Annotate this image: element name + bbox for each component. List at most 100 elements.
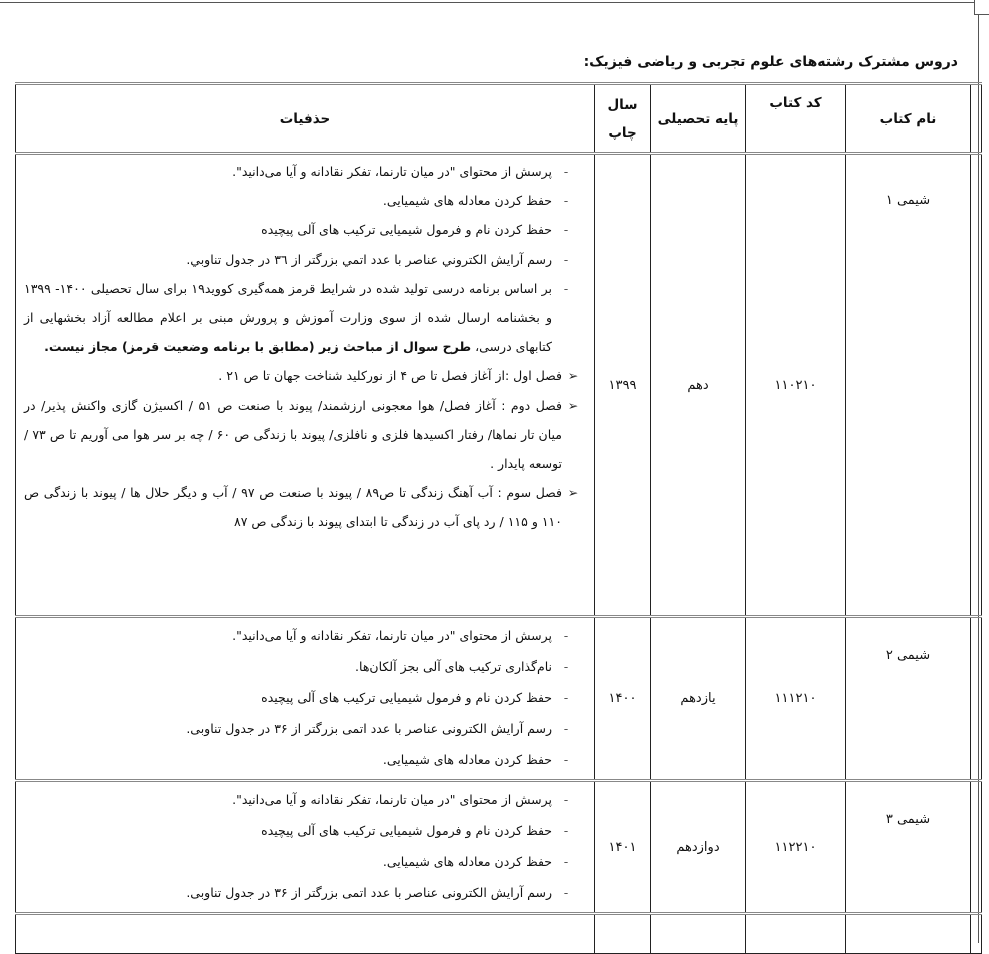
list-item: ➢ فصل دوم : آغاز فصل/ هوا معجونی ارزشمند/… bbox=[24, 391, 580, 479]
dash-bullet-icon: - bbox=[563, 193, 569, 209]
item-text: نام‌گذاری ترکیب های آلی بجز آلکان‌ها. bbox=[355, 659, 552, 674]
item-text: حفظ کردن نام و فرمول شیمیایی ترکیب های آ… bbox=[261, 222, 552, 238]
item-text: حفظ کردن معادله های شیمیایی. bbox=[382, 752, 552, 767]
table-row: شیمی ۳ ۱۱۲۲۱۰ دوازدهم ۱۴۰۱- پرسش از محتوای "… bbox=[15, 780, 982, 914]
dash-bullet-icon: - bbox=[563, 628, 569, 643]
book-code-cell: ۱۱۱۲۱۰ bbox=[745, 616, 846, 781]
dash-bullet-icon: - bbox=[563, 251, 569, 267]
empty-cell bbox=[970, 913, 982, 954]
item-text: بر اساس برنامه درسی تولید شده در شرایط ق… bbox=[24, 280, 553, 355]
item-text: حفظ کردن نام و فرمول شیمیایی ترکیب های آ… bbox=[261, 823, 552, 838]
item-text: حفظ کردن معادله های شیمیایی. bbox=[382, 854, 552, 869]
item-text: پرسش از محتوای "در میان تارنما، تفکر نقا… bbox=[232, 628, 552, 643]
dash-bullet-icon: - bbox=[563, 854, 569, 869]
header-deletions: حذفیات bbox=[15, 83, 595, 154]
item-text: فصل دوم : آغاز فصل/ هوا معجونی ارزشمند/ … bbox=[24, 397, 562, 472]
item-text: فصل سوم : آب آهنگ زندگی تا ص۸۹ / پیوند ب… bbox=[24, 485, 562, 530]
list-item: - نام‌گذاری ترکیب های آلی بجز آلکان‌ها. bbox=[24, 651, 580, 682]
list-item: - بر اساس برنامه درسی تولید شده در شرایط … bbox=[24, 274, 580, 362]
list-item: - پرسش از محتوای "در میان تارنما، تفکر نق… bbox=[24, 620, 580, 651]
dash-bullet-icon: - bbox=[563, 885, 569, 900]
list-item: - رسم آرایش الکتروني عناصر با عدد اتمي بز… bbox=[24, 245, 580, 274]
dash-bullet-icon: - bbox=[563, 164, 569, 179]
header-row: نام کتاب کد کتاب پایه تحصیلی سال چاپ حذف… bbox=[15, 83, 982, 154]
item-text-wrap: فصل سوم : آب آهنگ زندگی تا ص۸۹ / پیوند ب… bbox=[24, 478, 562, 536]
item-text-wrap: حفظ کردن نام و فرمول شیمیایی ترکیب های آ… bbox=[24, 815, 552, 846]
list-item: ➢ فصل سوم : آب آهنگ زندگی تا ص۸۹ / پیوند … bbox=[24, 478, 580, 536]
item-text: حفظ کردن معادله های شیمیایی. bbox=[382, 193, 552, 209]
print-year-cell: ۱۳۹۹ bbox=[594, 153, 651, 617]
item-text-wrap: نام‌گذاری ترکیب های آلی بجز آلکان‌ها. bbox=[24, 651, 552, 682]
item-bold-text: طرح سوال از مباحث زیر (مطابق با برنامه و… bbox=[44, 339, 472, 355]
grade-cell: دهم bbox=[650, 153, 746, 617]
table-row: شیمی ۱ ۱۱۰۲۱۰ دهم ۱۳۹۹- پرسش از محتوای "در م… bbox=[15, 153, 982, 617]
list-item: - حفظ کردن نام و فرمول شیمیایی ترکیب های … bbox=[24, 682, 580, 713]
dash-bullet-icon: - bbox=[563, 823, 569, 838]
dash-bullet-icon: - bbox=[563, 690, 569, 705]
list-item: - حفظ کردن معادله های شیمیایی. bbox=[24, 186, 580, 215]
header-print-year: سال چاپ bbox=[594, 83, 651, 154]
list-item: - حفظ کردن نام و فرمول شیمیایی ترکیب های … bbox=[24, 815, 580, 846]
grade-cell: دوازدهم bbox=[650, 780, 746, 914]
item-text-wrap: حفظ کردن نام و فرمول شیمیایی ترکیب های آ… bbox=[24, 682, 552, 713]
arrow-bullet-icon: ➢ bbox=[567, 368, 579, 384]
page-fold-corner bbox=[974, 0, 989, 15]
list-item: - حفظ کردن نام و فرمول شیمیایی ترکیب های … bbox=[24, 215, 580, 244]
item-text-wrap: حفظ کردن معادله های شیمیایی. bbox=[24, 186, 552, 215]
empty-cell bbox=[650, 913, 746, 954]
dash-bullet-icon: - bbox=[563, 280, 569, 296]
arrow-bullet-icon: ➢ bbox=[567, 397, 579, 413]
book-name-cell: شیمی ۳ bbox=[845, 780, 971, 914]
list-item: - پرسش از محتوای "در میان تارنما، تفکر نق… bbox=[24, 157, 580, 186]
margin-cell bbox=[970, 153, 982, 617]
item-text: رسم آرایش الکتروني عناصر با عدد اتمي بزر… bbox=[186, 251, 552, 267]
list-item: ➢ فصل اول :از آغاز فصل تا ص ۴ از نورکلید … bbox=[24, 361, 580, 390]
empty-cell bbox=[15, 913, 595, 954]
table-row-partial bbox=[15, 913, 982, 954]
item-text-wrap: حفظ کردن معادله های شیمیایی. bbox=[24, 846, 552, 877]
list-item: - پرسش از محتوای "در میان تارنما، تفکر نق… bbox=[24, 784, 580, 815]
item-text: فصل اول :از آغاز فصل تا ص ۴ از نورکلید ش… bbox=[218, 368, 562, 384]
grade-cell: یازدهم bbox=[650, 616, 746, 781]
empty-cell bbox=[594, 913, 651, 954]
arrow-bullet-icon: ➢ bbox=[567, 485, 579, 501]
deletions-table: نام کتاب کد کتاب پایه تحصیلی سال چاپ حذف… bbox=[15, 82, 982, 954]
item-text-wrap: فصل دوم : آغاز فصل/ هوا معجونی ارزشمند/ … bbox=[24, 391, 562, 479]
dash-bullet-icon: - bbox=[563, 659, 569, 674]
item-text: پرسش از محتوای "در میان تارنما، تفکر نقا… bbox=[232, 792, 552, 807]
empty-cell bbox=[845, 913, 971, 954]
dash-bullet-icon: - bbox=[563, 752, 569, 767]
deletions-cell: - پرسش از محتوای "در میان تارنما، تفکر نق… bbox=[15, 780, 595, 914]
table-row: شیمی ۲ ۱۱۱۲۱۰ یازدهم ۱۴۰۰- پرسش از محتوای "د… bbox=[15, 616, 982, 781]
book-name-cell: شیمی ۱ bbox=[845, 153, 971, 617]
dash-bullet-icon: - bbox=[563, 222, 569, 238]
item-text-wrap: پرسش از محتوای "در میان تارنما، تفکر نقا… bbox=[24, 620, 552, 651]
item-text: رسم آرایش الکترونی عناصر با عدد اتمی بزر… bbox=[186, 721, 552, 736]
list-item: - رسم آرایش الکترونی عناصر با عدد اتمی بز… bbox=[24, 713, 580, 744]
item-text-wrap: حفظ کردن نام و فرمول شیمیایی ترکیب های آ… bbox=[24, 215, 552, 244]
item-text: پرسش از محتوای "در میان تارنما، تفکر نقا… bbox=[232, 164, 552, 179]
header-book-code: کد کتاب bbox=[745, 83, 846, 154]
margin-cell bbox=[970, 616, 982, 781]
item-text: حفظ کردن نام و فرمول شیمیایی ترکیب های آ… bbox=[261, 690, 552, 705]
item-text-wrap: رسم آرایش الکتروني عناصر با عدد اتمي بزر… bbox=[24, 245, 552, 274]
list-item: - حفظ کردن معادله های شیمیایی. bbox=[24, 744, 580, 775]
empty-cell bbox=[745, 913, 846, 954]
item-text-wrap: پرسش از محتوای "در میان تارنما، تفکر نقا… bbox=[24, 784, 552, 815]
header-book-name: نام کتاب bbox=[845, 83, 971, 154]
deletions-cell: - پرسش از محتوای "در میان تارنما، تفکر نق… bbox=[15, 616, 595, 781]
item-text-wrap: رسم آرایش الکترونی عناصر با عدد اتمی بزر… bbox=[24, 877, 552, 908]
margin-cell bbox=[970, 83, 982, 154]
deletions-cell: - پرسش از محتوای "در میان تارنما، تفکر نق… bbox=[15, 153, 595, 617]
item-text-wrap: پرسش از محتوای "در میان تارنما، تفکر نقا… bbox=[24, 157, 552, 186]
dash-bullet-icon: - bbox=[563, 721, 569, 736]
item-text-wrap: فصل اول :از آغاز فصل تا ص ۴ از نورکلید ش… bbox=[24, 361, 562, 390]
item-text-wrap: حفظ کردن معادله های شیمیایی. bbox=[24, 744, 552, 775]
item-text: رسم آرایش الکترونی عناصر با عدد اتمی بزر… bbox=[186, 885, 552, 900]
list-item: - رسم آرایش الکترونی عناصر با عدد اتمی بز… bbox=[24, 877, 580, 908]
print-year-cell: ۱۴۰۱ bbox=[594, 780, 651, 914]
list-item: - حفظ کردن معادله های شیمیایی. bbox=[24, 846, 580, 877]
margin-cell bbox=[970, 780, 982, 914]
item-text-wrap: رسم آرایش الکترونی عناصر با عدد اتمی بزر… bbox=[24, 713, 552, 744]
dash-bullet-icon: - bbox=[563, 792, 569, 807]
